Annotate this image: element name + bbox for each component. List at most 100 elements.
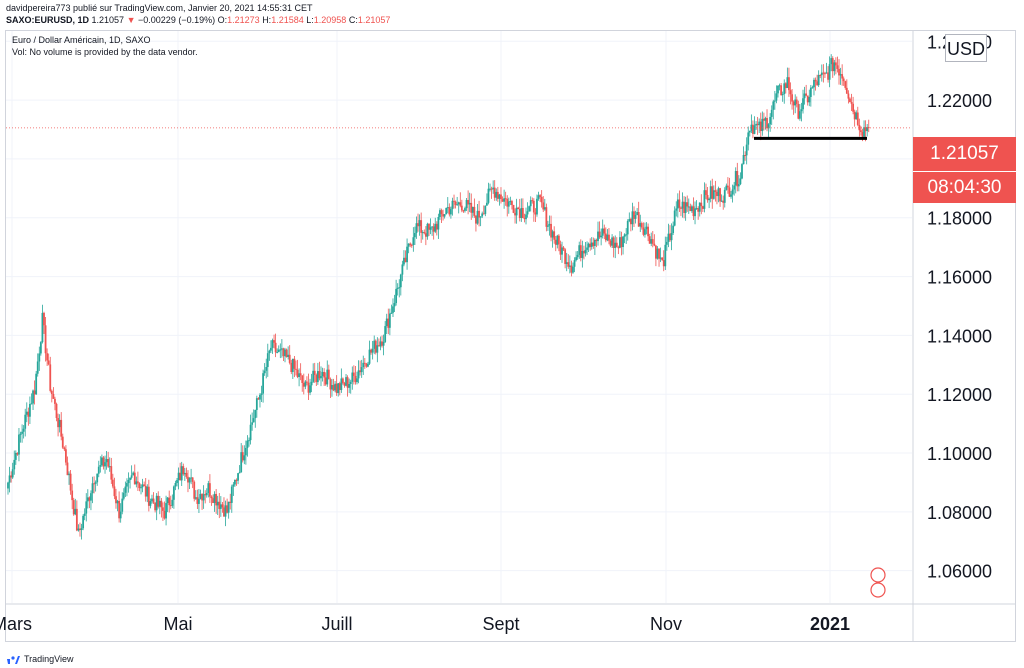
candle-body: [185, 472, 188, 477]
candle-body: [140, 487, 142, 489]
candle-body: [102, 457, 105, 467]
candle-body: [614, 242, 617, 248]
candle-body: [471, 206, 474, 213]
candle-body: [22, 428, 25, 432]
candle-body: [133, 472, 136, 485]
candle-body: [525, 214, 527, 220]
candle-body: [465, 199, 468, 209]
candle-body: [340, 378, 343, 390]
candle-body: [171, 499, 174, 506]
candle-body: [629, 219, 632, 225]
candle-body: [856, 112, 859, 125]
candle-body: [118, 500, 121, 519]
candle-body: [151, 498, 153, 502]
candle-body: [384, 326, 387, 342]
candle-body: [221, 504, 224, 508]
candle-body: [742, 155, 745, 165]
candle-body: [467, 199, 470, 205]
candle-body: [822, 72, 825, 74]
candle-body: [653, 243, 656, 246]
candle-body: [323, 371, 326, 378]
candle-body: [219, 504, 222, 509]
candle-body: [132, 472, 135, 476]
candle-body: [127, 479, 130, 484]
candle-body: [357, 370, 360, 379]
candle-body: [575, 257, 577, 261]
candle-body: [667, 233, 670, 242]
y-tick-label: 1.08000: [927, 503, 992, 523]
candle-body: [601, 228, 604, 236]
candle-body: [637, 212, 640, 227]
candle-body: [464, 208, 466, 211]
candle-body: [631, 211, 634, 225]
currency-button[interactable]: USD: [945, 34, 987, 62]
candle-body: [335, 383, 338, 394]
candle-body: [562, 247, 565, 250]
candle-body: [376, 345, 379, 353]
candle-body: [349, 381, 352, 385]
candle-body: [202, 494, 205, 501]
candle-body: [506, 198, 509, 207]
candle-body: [259, 394, 261, 400]
candle-body: [365, 363, 368, 367]
candle-body: [628, 219, 631, 222]
candle-body: [825, 72, 828, 74]
event-marker-icon: [870, 582, 886, 598]
candle-body: [321, 371, 324, 376]
footer-brand[interactable]: TradingView: [24, 654, 74, 664]
candle-body: [547, 225, 549, 227]
candle-body: [662, 260, 665, 267]
candle-body: [756, 123, 759, 126]
candle-body: [642, 227, 645, 235]
candle-body: [160, 500, 163, 508]
candle-body: [819, 75, 822, 77]
candle-body: [274, 342, 277, 353]
candle-body: [35, 373, 38, 395]
candle-body: [518, 209, 521, 218]
candle-body: [489, 188, 491, 190]
candle-body: [750, 124, 753, 131]
candle-body: [540, 196, 543, 203]
candle-body: [316, 371, 319, 383]
candle-body: [529, 200, 532, 207]
candle-body: [852, 103, 854, 112]
candle-body: [543, 207, 546, 210]
candle-body: [227, 501, 230, 513]
candle-body: [71, 490, 74, 501]
candle-body: [619, 237, 621, 248]
candle-body: [520, 207, 523, 218]
candle-body: [814, 79, 817, 82]
candle-body: [661, 257, 664, 261]
candle-body: [816, 81, 819, 86]
candle-body: [780, 85, 783, 96]
candle-body: [154, 502, 157, 511]
candle-body: [27, 411, 30, 417]
candle-body: [208, 483, 211, 497]
candle-body: [769, 116, 772, 125]
candle-body: [55, 403, 58, 418]
candle-body: [841, 74, 844, 79]
candle-body: [331, 384, 333, 390]
candle-body: [752, 124, 754, 134]
candle-body: [603, 228, 606, 234]
candle-body: [423, 232, 426, 234]
candle-body: [313, 370, 316, 375]
candle-body: [306, 381, 308, 383]
candle-body: [479, 216, 482, 218]
candle-body: [587, 243, 590, 248]
candle-body: [831, 58, 834, 72]
bar-countdown-badge: 08:04:30: [913, 171, 1016, 203]
candle-body: [639, 223, 642, 227]
candle-body: [803, 93, 806, 99]
candle-body: [11, 469, 14, 478]
candle-body: [523, 218, 526, 220]
candle-body: [337, 383, 340, 394]
candle-body: [492, 187, 495, 190]
candle-body: [86, 497, 89, 502]
candle-body: [332, 384, 335, 391]
candle-body: [509, 201, 512, 203]
y-tick-label: 1.12000: [927, 385, 992, 405]
candle-body: [229, 501, 232, 503]
candle-body: [445, 207, 448, 215]
